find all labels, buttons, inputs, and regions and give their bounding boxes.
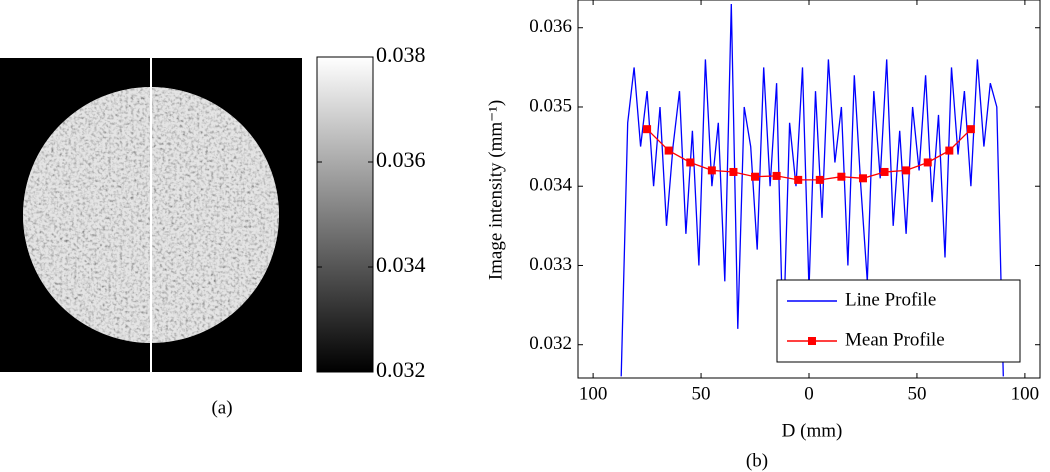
y-axis-label: Image intensity (mm⁻¹)	[485, 100, 506, 280]
caption: (a)	[211, 397, 232, 418]
marker	[815, 175, 824, 184]
y-tick-label: 0.034	[529, 175, 572, 196]
x-tick-label: 0	[804, 383, 814, 404]
y-tick-label: 0.035	[529, 95, 572, 116]
marker	[686, 158, 695, 167]
legend-marker	[808, 337, 816, 345]
x-tick-label: 50	[907, 383, 926, 404]
marker	[966, 125, 975, 134]
marker	[858, 174, 867, 183]
y-tick-label: 0.033	[529, 254, 572, 275]
x-tick-label: 50	[692, 383, 711, 404]
marker	[643, 125, 652, 134]
marker	[837, 172, 846, 181]
marker	[923, 158, 932, 167]
colorbar-tick-label: 0.036	[376, 147, 426, 172]
x-tick-label: 100	[1011, 383, 1040, 404]
marker	[772, 171, 781, 180]
marker	[902, 166, 911, 175]
series-line	[646, 128, 972, 181]
colorbar-tick-label: 0.032	[376, 357, 426, 382]
marker	[707, 166, 716, 175]
y-tick-label: 0.036	[529, 16, 572, 37]
marker	[729, 167, 738, 176]
caption: (b)	[746, 450, 768, 471]
marker	[794, 175, 803, 184]
legend-label: Mean Profile	[845, 329, 945, 350]
marker	[751, 172, 760, 181]
x-tick-label: 100	[579, 383, 608, 404]
legend-box	[776, 279, 1021, 363]
marker	[664, 146, 673, 155]
marker	[945, 146, 954, 155]
legend-label: Line Profile	[845, 289, 936, 310]
colorbar	[316, 56, 374, 373]
colorbar-tick-label: 0.038	[376, 42, 426, 67]
x-axis-label: D (mm)	[782, 420, 843, 441]
series-line	[620, 3, 1004, 377]
plot-area	[620, 3, 1004, 377]
marker	[880, 167, 889, 176]
colorbar-tick-label: 0.034	[376, 252, 426, 277]
y-tick-label: 0.032	[529, 333, 572, 354]
